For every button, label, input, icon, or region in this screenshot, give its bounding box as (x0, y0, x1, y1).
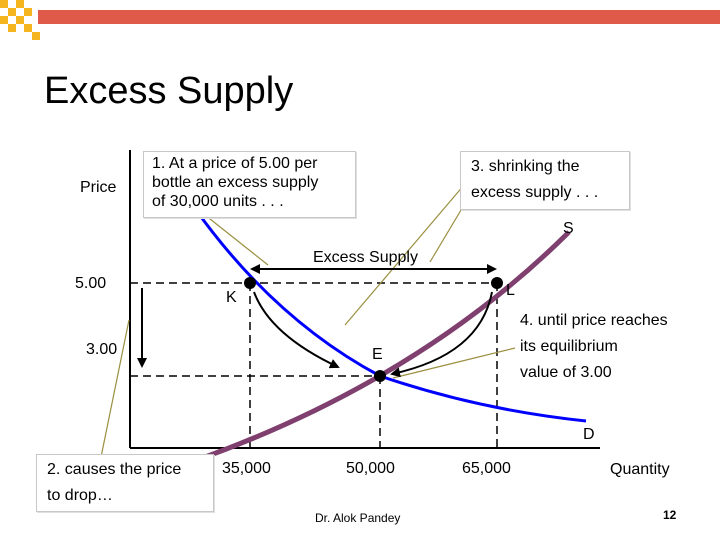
callout-step-1: 1. At a price of 5.00 per bottle an exce… (143, 151, 356, 218)
quantity-tick-50000: 50,000 (346, 460, 395, 477)
quantity-tick-35000: 35,000 (222, 460, 271, 477)
equilibrium-dot (374, 370, 386, 382)
demand-label: D (583, 426, 595, 443)
quantity-axis-label: Quantity (610, 461, 670, 478)
slide-title: Excess Supply (44, 70, 294, 112)
footer-author: Dr. Alok Pandey (315, 511, 401, 525)
callout-4-leader (392, 347, 516, 379)
supply-curve (196, 230, 571, 463)
l-to-e-arrow (390, 291, 493, 378)
callout-step-2-line-1: 2. causes the price (47, 461, 182, 478)
point-l-label: L (506, 282, 515, 299)
callout-step-4-line-1: 4. until price reaches (520, 312, 668, 329)
price-tick-5: 5.00 (75, 275, 107, 292)
callout-step-1-line-2: bottle an excess supply (152, 174, 319, 191)
checker-squares (0, 0, 48, 40)
callout-step-1-line-1: 1. At a price of 5.00 per (152, 155, 318, 172)
callout-step-4: 4. until price reaches its equilibrium v… (520, 308, 668, 386)
supply-label: S (563, 220, 574, 237)
price-axis-label: Price (80, 179, 117, 196)
point-k-label: K (226, 289, 237, 306)
callout-step-2: 2. causes the price to drop… (36, 454, 214, 512)
callout-step-4-line-3: value of 3.00 (520, 364, 612, 381)
page-number: 12 (663, 508, 677, 522)
callout-1-leader (204, 214, 269, 266)
k-to-e-arrow (253, 291, 340, 369)
callout-step-2-line-2: to drop… (47, 487, 113, 504)
callout-step-1-line-3: of 30,000 units . . . (152, 193, 284, 210)
callout-step-4-line-2: its equilibrium (520, 338, 618, 355)
callout-step-3: 3. shrinking the excess supply . . . (460, 151, 630, 210)
quantity-tick-65000: 65,000 (462, 460, 511, 477)
callout-step-3-line-1: 3. shrinking the (471, 158, 580, 175)
header-bar (38, 10, 720, 24)
price-tick-3: 3.00 (86, 341, 118, 358)
point-k-dot (244, 277, 256, 289)
excess-supply-label: Excess Supply (313, 249, 418, 266)
callout-3-leader-a (344, 177, 471, 326)
point-l-dot (491, 277, 503, 289)
point-e-label: E (372, 346, 383, 363)
callout-step-3-line-2: excess supply . . . (471, 184, 599, 201)
callout-2-leader (99, 319, 130, 463)
header-decoration (0, 0, 720, 40)
